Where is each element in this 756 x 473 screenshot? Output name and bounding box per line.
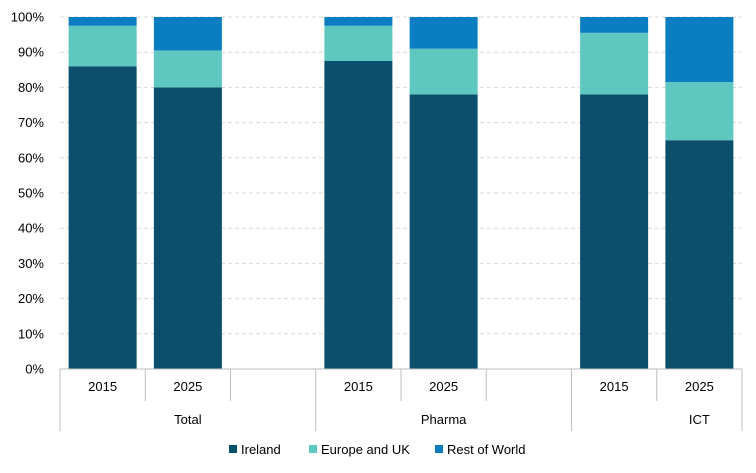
bar-segment (409, 48, 478, 95)
bar-segment (665, 17, 734, 83)
y-tick-label: 70% (18, 115, 44, 130)
bar-segment (68, 17, 137, 26)
y-tick-label: 60% (18, 150, 44, 165)
legend-swatch (229, 445, 237, 453)
y-tick-label: 40% (18, 221, 44, 236)
x-axis-labels: 2015 2025 Total 2015 2025 Pharma 2015 2025 ICT (88, 379, 714, 427)
x-group-label: Pharma (421, 412, 467, 427)
x-category-label: 2015 (88, 379, 117, 394)
x-category-label: 2015 (344, 379, 373, 394)
legend-label: Rest of World (447, 442, 526, 457)
bar-segment (153, 87, 222, 370)
legend-swatch (309, 445, 317, 453)
bar-segment (153, 17, 222, 51)
bar-segment (665, 82, 734, 141)
x-category-label: 2025 (685, 379, 714, 394)
x-category-label: 2025 (173, 379, 202, 394)
bar-segment (324, 25, 393, 61)
x-category-label: 2015 (600, 379, 629, 394)
bar-segment (665, 140, 734, 369)
bar-segment (409, 17, 478, 49)
y-tick-label: 30% (18, 256, 44, 271)
y-tick-label: 10% (18, 326, 44, 341)
bar-segment (409, 94, 478, 369)
y-tick-label: 50% (18, 186, 44, 201)
bar-segment (324, 61, 393, 369)
bar-segment (580, 17, 649, 33)
x-axis (59, 368, 743, 431)
legend-label: Ireland (241, 442, 281, 457)
bar-segment (580, 32, 649, 95)
bar-segment (580, 94, 649, 369)
bars (68, 17, 734, 370)
y-axis-tick-labels: 0% 10% 20% 30% 40% 50% 60% 70% 80% 90% 100% (11, 10, 45, 377)
bar-segment (68, 66, 137, 369)
bar-segment (68, 25, 137, 67)
x-category-label: 2025 (429, 379, 458, 394)
x-group-label: Total (174, 412, 202, 427)
legend: Ireland Europe and UK Rest of World (229, 442, 526, 457)
legend-label: Europe and UK (321, 442, 410, 457)
x-group-label: ICT (689, 412, 710, 427)
y-tick-label: 100% (11, 10, 45, 25)
y-tick-label: 0% (25, 362, 44, 377)
y-tick-label: 90% (18, 45, 44, 60)
y-tick-label: 80% (18, 80, 44, 95)
legend-swatch (435, 445, 443, 453)
bar-segment (153, 50, 222, 88)
bar-segment (324, 17, 393, 26)
y-tick-label: 20% (18, 291, 44, 306)
